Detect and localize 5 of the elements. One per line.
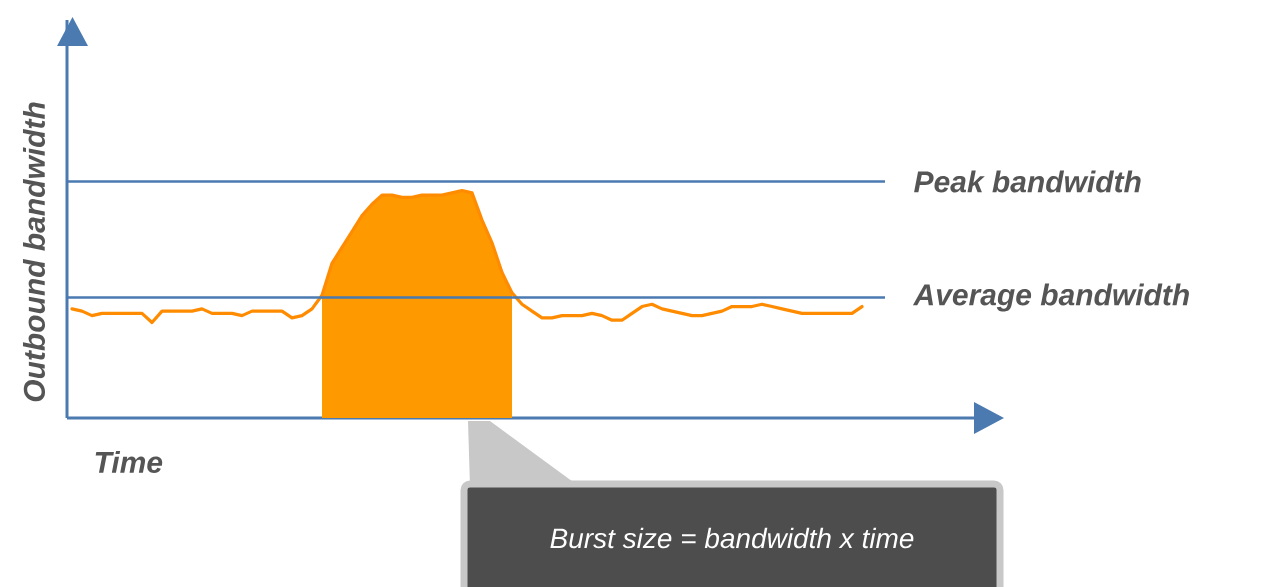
text: Burst size = bandwidth x time [550, 527, 914, 549]
ref-line-label: Average bandwidth [912, 283, 1189, 312]
ref-line-label: Peak bandwidth [914, 170, 1141, 193]
x-axis-title: Time [95, 450, 163, 474]
y-axis-title: Outbound bandwidth [22, 102, 46, 402]
